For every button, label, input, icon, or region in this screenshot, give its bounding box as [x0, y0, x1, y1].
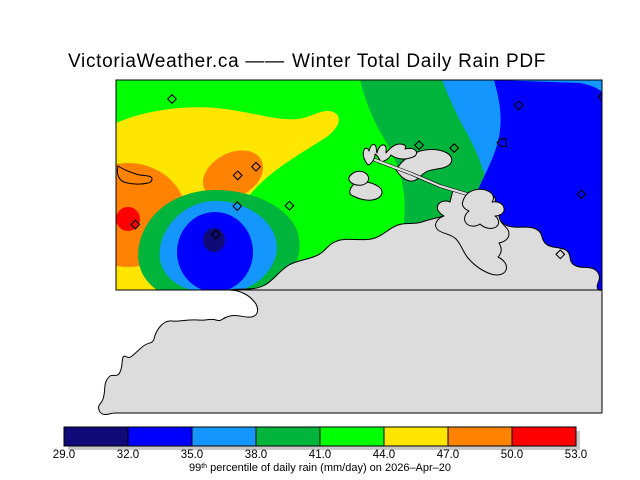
svg-text:41.0: 41.0	[309, 449, 331, 461]
svg-text:50.0: 50.0	[501, 449, 523, 461]
svg-text:44.0: 44.0	[373, 449, 395, 461]
svg-text:47.0: 47.0	[437, 449, 459, 461]
svg-text:35.0: 35.0	[181, 449, 203, 461]
svg-text:32.0: 32.0	[117, 449, 139, 461]
svg-text:38.0: 38.0	[245, 449, 267, 461]
svg-text:99th percentile of daily rain: 99th percentile of daily rain (mm/day) o…	[189, 462, 451, 474]
svg-text:53.0: 53.0	[565, 449, 587, 461]
svg-text:29.0: 29.0	[53, 449, 75, 461]
